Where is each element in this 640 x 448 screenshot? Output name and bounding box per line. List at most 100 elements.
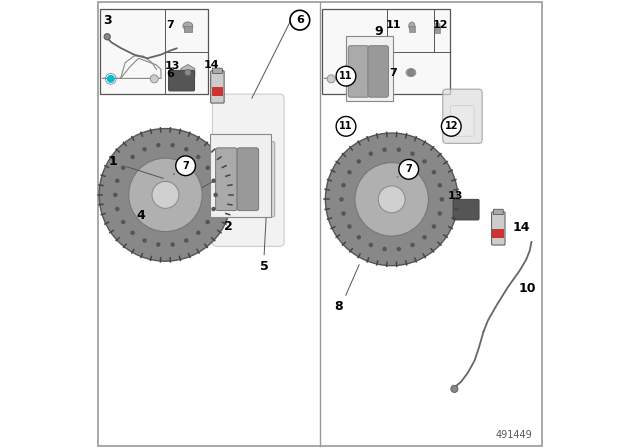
Circle shape bbox=[438, 183, 442, 187]
FancyBboxPatch shape bbox=[368, 46, 388, 97]
Text: 13: 13 bbox=[447, 191, 463, 201]
Circle shape bbox=[442, 116, 461, 136]
Circle shape bbox=[121, 220, 125, 224]
Circle shape bbox=[104, 34, 110, 40]
Circle shape bbox=[115, 178, 120, 183]
Text: 6: 6 bbox=[166, 69, 174, 79]
Circle shape bbox=[156, 143, 161, 147]
Circle shape bbox=[438, 211, 442, 216]
Circle shape bbox=[184, 147, 189, 151]
Circle shape bbox=[290, 10, 310, 30]
Text: 6: 6 bbox=[296, 15, 304, 25]
Text: 7: 7 bbox=[405, 164, 412, 174]
Circle shape bbox=[348, 170, 352, 174]
Ellipse shape bbox=[435, 23, 440, 31]
Text: 11: 11 bbox=[385, 20, 401, 30]
Text: 7: 7 bbox=[182, 161, 189, 171]
Circle shape bbox=[142, 147, 147, 151]
FancyBboxPatch shape bbox=[212, 87, 223, 96]
Circle shape bbox=[156, 242, 161, 247]
FancyBboxPatch shape bbox=[216, 148, 237, 211]
Circle shape bbox=[422, 235, 427, 240]
Circle shape bbox=[410, 151, 415, 156]
Text: 13: 13 bbox=[164, 61, 180, 71]
FancyBboxPatch shape bbox=[100, 9, 208, 94]
FancyBboxPatch shape bbox=[211, 71, 224, 103]
FancyBboxPatch shape bbox=[492, 212, 505, 245]
Text: 3: 3 bbox=[103, 13, 111, 27]
Text: 10: 10 bbox=[518, 282, 536, 296]
Text: 491449: 491449 bbox=[496, 430, 533, 440]
Circle shape bbox=[355, 163, 428, 236]
Circle shape bbox=[185, 69, 191, 76]
Circle shape bbox=[176, 156, 195, 176]
Circle shape bbox=[211, 207, 216, 211]
Text: 7: 7 bbox=[166, 20, 174, 30]
Text: 14: 14 bbox=[513, 221, 531, 234]
Circle shape bbox=[431, 224, 436, 229]
FancyBboxPatch shape bbox=[435, 27, 440, 33]
Circle shape bbox=[131, 231, 135, 235]
Circle shape bbox=[196, 231, 200, 235]
Text: 12: 12 bbox=[445, 121, 458, 131]
Circle shape bbox=[205, 220, 210, 224]
Circle shape bbox=[369, 151, 373, 156]
FancyBboxPatch shape bbox=[212, 68, 222, 73]
Circle shape bbox=[408, 69, 414, 76]
Circle shape bbox=[325, 133, 458, 266]
Circle shape bbox=[378, 186, 405, 213]
Circle shape bbox=[170, 242, 175, 247]
Circle shape bbox=[397, 247, 401, 251]
FancyBboxPatch shape bbox=[348, 46, 369, 97]
Circle shape bbox=[410, 243, 415, 247]
FancyBboxPatch shape bbox=[99, 2, 541, 446]
Ellipse shape bbox=[183, 22, 193, 30]
FancyBboxPatch shape bbox=[255, 142, 275, 217]
Circle shape bbox=[397, 147, 401, 152]
Circle shape bbox=[142, 238, 147, 243]
Text: 4: 4 bbox=[136, 208, 145, 222]
FancyBboxPatch shape bbox=[168, 70, 195, 91]
Circle shape bbox=[211, 178, 216, 183]
Text: 1: 1 bbox=[109, 155, 117, 168]
Text: 5: 5 bbox=[260, 260, 268, 273]
Circle shape bbox=[131, 155, 135, 159]
Circle shape bbox=[440, 197, 444, 202]
Circle shape bbox=[451, 385, 458, 392]
FancyBboxPatch shape bbox=[184, 26, 192, 32]
Circle shape bbox=[327, 75, 335, 83]
Circle shape bbox=[336, 116, 356, 136]
FancyBboxPatch shape bbox=[451, 106, 474, 136]
Circle shape bbox=[99, 129, 232, 261]
Ellipse shape bbox=[406, 69, 416, 77]
Circle shape bbox=[382, 147, 387, 152]
Text: 7: 7 bbox=[389, 68, 397, 78]
Circle shape bbox=[213, 193, 218, 197]
Circle shape bbox=[382, 247, 387, 251]
FancyBboxPatch shape bbox=[323, 9, 450, 94]
Circle shape bbox=[150, 75, 158, 83]
FancyBboxPatch shape bbox=[493, 229, 504, 238]
FancyBboxPatch shape bbox=[409, 26, 415, 32]
FancyBboxPatch shape bbox=[493, 209, 503, 215]
FancyBboxPatch shape bbox=[237, 148, 259, 211]
Text: 8: 8 bbox=[335, 300, 343, 314]
Circle shape bbox=[431, 170, 436, 174]
Circle shape bbox=[152, 181, 179, 208]
Circle shape bbox=[369, 243, 373, 247]
Text: 2: 2 bbox=[224, 220, 232, 233]
Circle shape bbox=[115, 207, 120, 211]
Circle shape bbox=[121, 165, 125, 170]
Circle shape bbox=[336, 66, 356, 86]
Circle shape bbox=[184, 238, 189, 243]
Circle shape bbox=[205, 165, 210, 170]
Circle shape bbox=[113, 193, 118, 197]
Circle shape bbox=[341, 183, 346, 187]
Ellipse shape bbox=[409, 22, 415, 30]
FancyBboxPatch shape bbox=[346, 36, 393, 101]
Circle shape bbox=[341, 211, 346, 216]
Circle shape bbox=[339, 197, 344, 202]
Circle shape bbox=[170, 143, 175, 147]
Text: 11: 11 bbox=[339, 71, 353, 81]
FancyBboxPatch shape bbox=[212, 94, 284, 246]
